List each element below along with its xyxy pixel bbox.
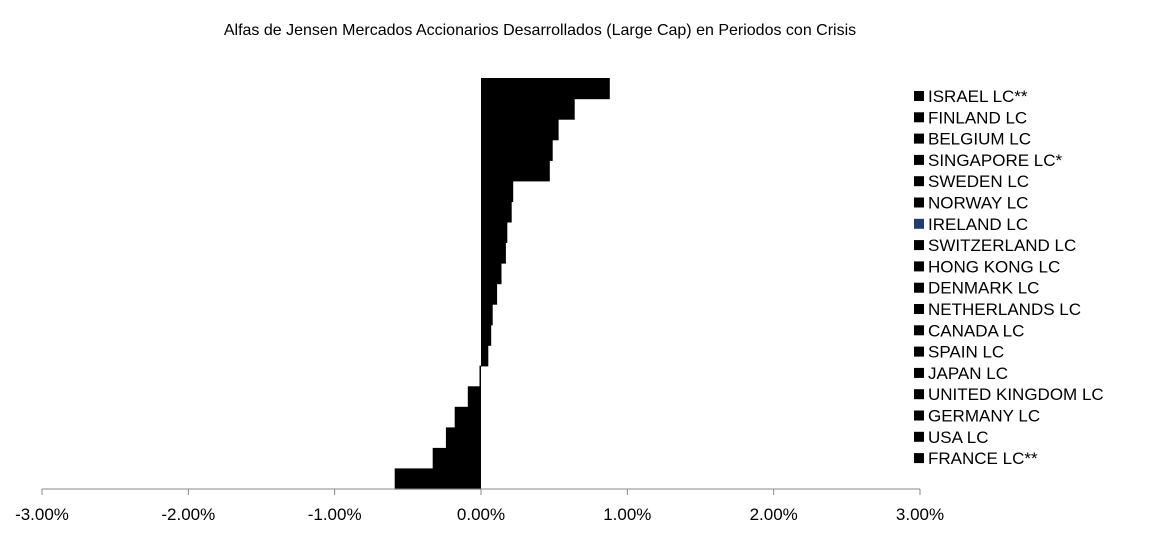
legend-label: FRANCE LC**: [928, 449, 1038, 468]
legend-label: NETHERLANDS LC: [928, 300, 1081, 319]
x-tick-label: 3.00%: [896, 505, 944, 524]
legend-label: SWEDEN LC: [928, 172, 1029, 191]
legend-label: NORWAY LC: [928, 194, 1028, 213]
bar-15: [467, 386, 481, 408]
x-tick-label: 1.00%: [603, 505, 651, 524]
bar-17: [445, 427, 481, 449]
legend-label: ISRAEL LC**: [928, 87, 1028, 106]
legend-swatch: [914, 346, 924, 357]
legend-swatch: [914, 261, 924, 272]
legend-swatch: [914, 304, 924, 314]
bar-9: [481, 263, 502, 285]
bar-11: [481, 304, 493, 326]
bar-1: [481, 98, 575, 120]
legend-label: SINGAPORE LC*: [928, 151, 1063, 170]
legend-label: SPAIN LC: [928, 343, 1004, 362]
bar-10: [481, 283, 498, 305]
legend-label: GERMANY LC: [928, 407, 1040, 426]
legend-swatch: [914, 112, 924, 123]
legend-label: DENMARK LC: [928, 279, 1039, 298]
bar-8: [481, 242, 506, 264]
bar-19: [394, 468, 481, 490]
legend: ISRAEL LC** FINLAND LC BELGIUM LC SINGAPORE…: [914, 87, 1104, 468]
x-tick-label: 0.00%: [457, 505, 505, 524]
legend-swatch: [914, 133, 924, 144]
x-tick-label: 2.00%: [750, 505, 798, 524]
legend-label: UNITED KINGDOM LC: [928, 385, 1104, 404]
legend-swatch: [914, 218, 924, 229]
x-tick-label: -2.00%: [161, 505, 215, 524]
legend-swatch: [914, 325, 924, 336]
legend-swatch: [914, 367, 924, 378]
legend-swatch: [914, 176, 924, 187]
legend-label: JAPAN LC: [928, 364, 1008, 383]
legend-swatch: [914, 410, 924, 421]
bar-5: [481, 180, 514, 202]
bars-group: [394, 78, 610, 490]
legend-swatch: [914, 154, 924, 165]
x-tick-label: -1.00%: [308, 505, 362, 524]
x-tick-label: -3.00%: [15, 505, 69, 524]
legend-swatch: [914, 389, 924, 400]
legend-swatch: [914, 197, 924, 208]
bar-14: [479, 365, 481, 387]
legend-swatch: [914, 282, 924, 293]
legend-label: IRELAND LC: [928, 215, 1028, 234]
bar-12: [481, 324, 492, 346]
legend-swatch: [914, 431, 924, 442]
x-axis: -3.00% -2.00% -1.00% 0.00% 1.00% 2.00% 3.00%: [15, 488, 944, 524]
bar-16: [454, 406, 481, 428]
bar-6: [481, 201, 512, 223]
legend-swatch: [914, 240, 924, 251]
bar-18: [432, 447, 481, 470]
legend-swatch: [914, 453, 924, 464]
legend-label: HONG KONG LC: [928, 257, 1060, 276]
legend-label: SWITZERLAND LC: [928, 236, 1076, 255]
legend-label: CANADA LC: [928, 321, 1024, 340]
chart-title: Alfas de Jensen Mercados Accionarios Des…: [223, 22, 857, 39]
bar-3: [481, 139, 553, 161]
bar-0: [481, 78, 610, 100]
bar-4: [481, 160, 550, 182]
legend-label: FINLAND LC: [928, 108, 1027, 127]
bar-13: [481, 345, 489, 367]
legend-label: BELGIUM LC: [928, 130, 1031, 149]
bar-7: [481, 221, 508, 243]
legend-swatch: [914, 91, 924, 101]
bar-2: [481, 119, 559, 141]
legend-label: USA LC: [928, 428, 988, 447]
